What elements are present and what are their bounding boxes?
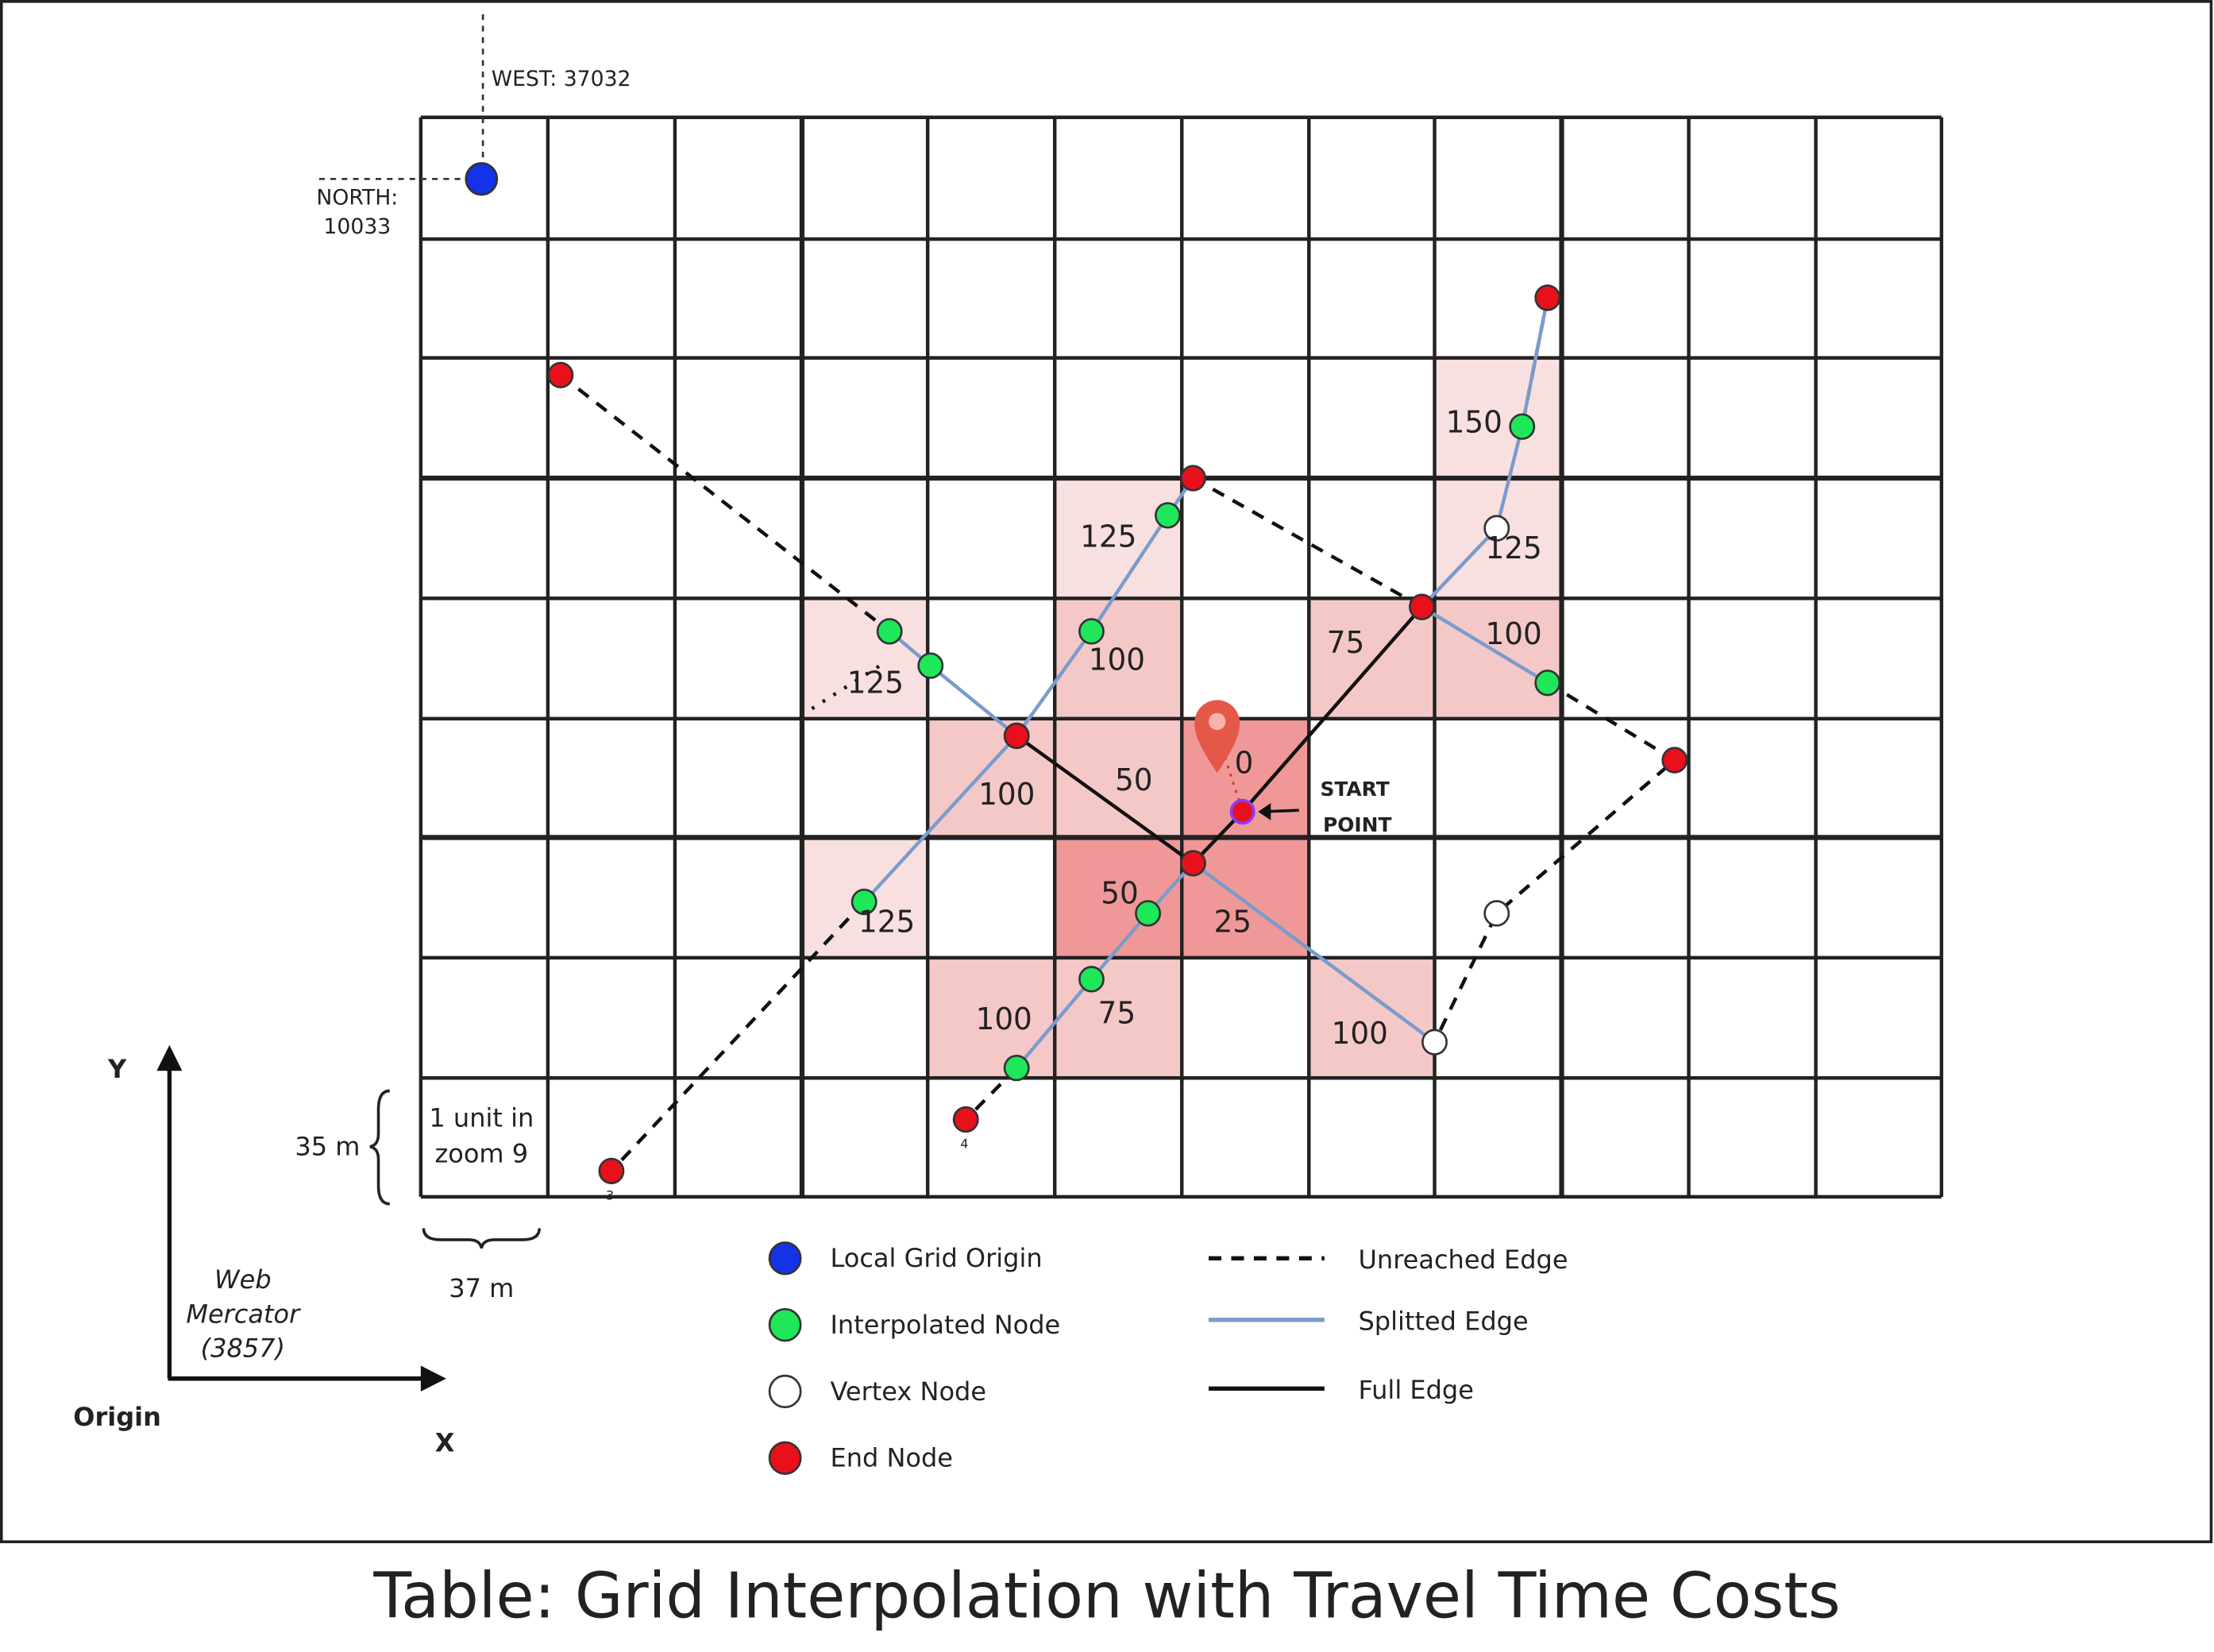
crs-label: (3857) [201,1333,285,1363]
cell-cost: 25 [1213,904,1252,939]
legend-swatch [768,1241,802,1276]
start-marker [1194,700,1299,820]
cell-cost: 50 [1101,875,1139,910]
legend-label: Local Grid Origin [831,1243,1043,1273]
brace [422,1228,541,1249]
legend-label: Vertex Node [831,1376,987,1407]
end-node [1180,465,1206,492]
width-label: 37 m [449,1273,514,1303]
cell-cost: 50 [1115,762,1153,797]
edge [1420,297,1549,608]
interpolated-node [1155,502,1181,529]
cell-cost: 100 [978,777,1035,812]
end-node [1534,284,1561,311]
grid [418,115,1944,1199]
end-node [547,361,574,388]
west-label: WEST: 37032 [492,67,631,91]
start-node [1229,798,1256,825]
end-node [952,1106,979,1133]
cell-cost: 0 [1235,745,1254,780]
x-label: X [435,1427,455,1457]
arrow-head [420,1365,446,1391]
start-label: POINT [1323,813,1391,836]
vertex-node [1421,1029,1448,1056]
interpolated-node [1078,966,1105,993]
cell-cost: 150 [1446,404,1502,439]
nodes [465,162,1688,1185]
end-node [1003,722,1030,750]
edge [610,900,866,1172]
legend-label: Splitted Edge [1358,1306,1528,1336]
legend-swatch [768,1441,802,1475]
cell-cost: 100 [1089,642,1145,677]
legend-swatch [768,1307,802,1342]
cost-cells [800,356,1564,1080]
cell-cost: 75 [1098,995,1136,1030]
edge [1192,862,1436,1044]
origin-node [465,162,499,196]
north-label: 10033 [323,214,391,239]
edge [862,734,1018,904]
pin [1194,700,1240,774]
legend-label: Interpolated Node [831,1310,1061,1340]
edge [1421,605,1549,685]
edge [1015,605,1424,866]
scale-label: 1 unit in [429,1102,534,1133]
north-label: NORTH: [316,186,398,210]
interpolated-node [1078,618,1105,645]
y-label: Y [107,1054,127,1084]
edge [1015,477,1195,737]
end-node [598,1157,625,1185]
height-label: 35 m [295,1131,360,1161]
cell-cost: 125 [847,665,904,700]
node-label: 3 [606,1187,614,1202]
interpolated-node [850,888,878,916]
cell-cost: 125 [858,904,915,939]
legend-swatch [768,1374,802,1409]
crs-label: Mercator [186,1299,301,1329]
cell-cost: 125 [1485,531,1541,565]
end-node [1409,593,1435,620]
brace [369,1089,390,1206]
arrow-head [156,1044,183,1071]
cell [800,596,929,720]
cell-cost: 100 [976,1002,1032,1036]
node-label: 4 [960,1136,968,1151]
end-node [1180,850,1206,877]
origin-label: Origin [73,1402,161,1432]
vertex-node [1483,900,1510,927]
legend-label: Unreached Edge [1358,1245,1568,1275]
legend-label: End Node [831,1442,954,1473]
edge [1433,681,1678,1044]
interpolated-node [917,652,944,679]
legend: Local Grid Origin Interpolated Node Vertex… [768,1241,1568,1475]
dotted-edge [1216,732,1244,812]
start-label: START [1320,778,1389,801]
edge [559,373,891,633]
end-node [1661,747,1688,774]
caption: Table: Grid Interpolation with Travel Ti… [372,1559,1840,1633]
pin-hole [1209,712,1226,731]
cell-cost: 100 [1485,616,1541,651]
interpolated-node [876,618,903,645]
arrow-head [1258,803,1271,820]
legend-label: Full Edge [1358,1375,1473,1405]
crs-label: Web [214,1264,272,1295]
cell-cost: 100 [1332,1016,1388,1051]
interpolated-node [1003,1054,1030,1082]
labels: WEST: 37032 NORTH: 10033 1 unit in zoom … [73,14,1391,1458]
dotted-edge [811,659,888,711]
scale-label: zoom 9 [434,1138,528,1168]
cell [1433,356,1564,480]
full-edges [1015,605,1424,866]
interpolated-node [1534,670,1561,697]
cell-cost: 125 [1080,519,1136,554]
cell-cost: 75 [1327,625,1365,660]
edge [1015,862,1195,1070]
interpolated-node [1135,900,1162,927]
interpolated-node [1509,413,1536,440]
vertex-node [1483,515,1510,542]
